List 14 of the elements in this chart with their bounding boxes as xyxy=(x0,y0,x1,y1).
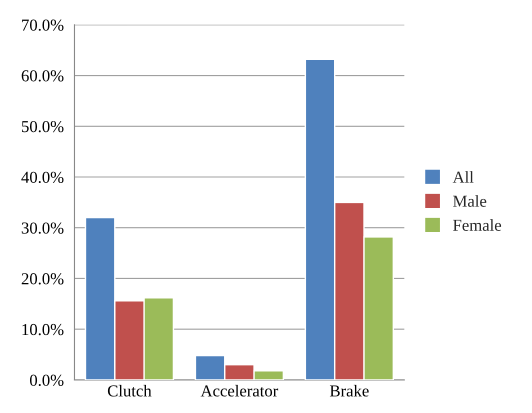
x-tick-label: Brake xyxy=(330,384,369,397)
y-tick-label: 40.0% xyxy=(21,172,64,184)
x-tick-label: Clutch xyxy=(108,384,152,397)
y-tick-label: 30.0% xyxy=(22,222,64,234)
y-tick-label: 10.0% xyxy=(22,324,64,336)
y-tick-label: 20.0% xyxy=(22,273,64,284)
legend-label: All xyxy=(452,171,474,183)
y-tick-label: 60.0% xyxy=(22,70,64,82)
x-tick-label: Accelerator xyxy=(200,384,278,397)
y-tick-label: 0.0% xyxy=(30,374,64,386)
legend-label: Female xyxy=(453,219,502,231)
y-tick-label: 70.0% xyxy=(22,19,64,31)
y-tick-label: 50.0% xyxy=(22,120,64,132)
legend-label: Male xyxy=(453,195,486,207)
